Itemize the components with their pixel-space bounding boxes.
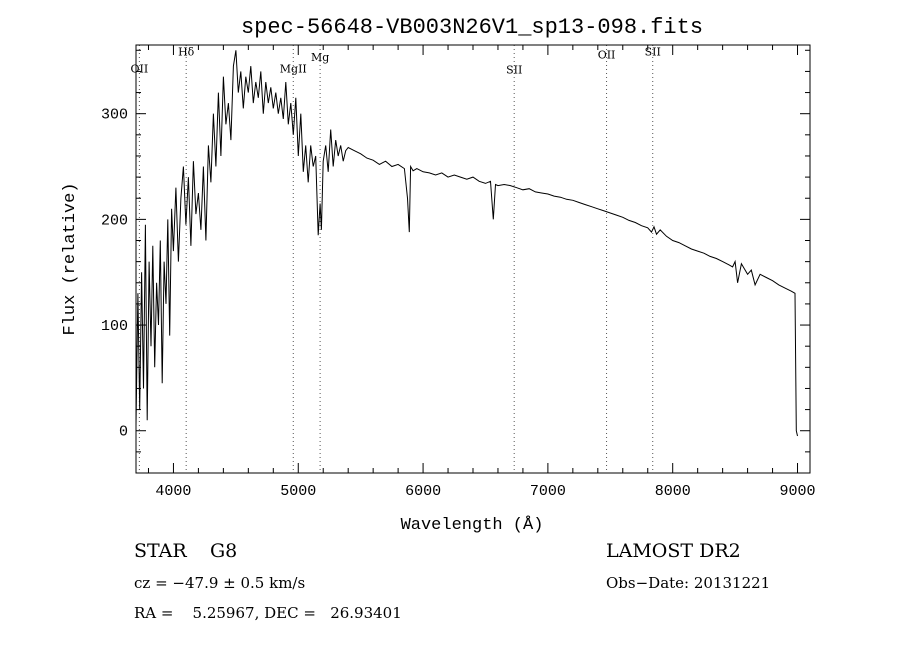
y-tick-label: 300 bbox=[101, 107, 128, 124]
observation-date: Obs−Date: 20131221 bbox=[606, 574, 771, 592]
line-marker-label: Mg bbox=[311, 51, 329, 64]
y-tick-label: 100 bbox=[101, 318, 128, 335]
line-marker-label: SII bbox=[506, 64, 522, 77]
x-tick-label: 9000 bbox=[780, 483, 816, 500]
line-marker-label: OII bbox=[131, 62, 149, 75]
y-tick-label: 0 bbox=[119, 424, 128, 441]
y-axis-label: Flux (relative) bbox=[61, 182, 80, 335]
x-tick-label: 6000 bbox=[405, 483, 441, 500]
object-class: STAR bbox=[134, 540, 187, 562]
x-tick-label: 4000 bbox=[155, 483, 191, 500]
line-marker-label: MgII bbox=[280, 62, 307, 75]
x-tick-label: 5000 bbox=[280, 483, 316, 500]
line-marker-label: Hδ bbox=[178, 46, 195, 59]
line-marker-label: OII bbox=[598, 49, 616, 62]
x-axis-label: Wavelength (Å) bbox=[401, 516, 544, 535]
coordinates: RA = 5.25967, DEC = 26.93401 bbox=[134, 604, 402, 622]
line-markers: OII Hδ MgII Mg SII OII SII bbox=[131, 45, 661, 473]
plot-frame bbox=[135, 44, 811, 474]
survey-name: LAMOST DR2 bbox=[606, 540, 741, 562]
x-tick-label: 8000 bbox=[655, 483, 691, 500]
axes: 4000 5000 6000 7000 8000 9000 0 100 200 300 bbox=[101, 45, 816, 500]
chart-title: spec-56648-VB003N26V1_sp13-098.fits bbox=[241, 15, 703, 40]
redshift-cz: cz = −47.9 ± 0.5 km/s bbox=[134, 574, 306, 592]
spectral-subclass: G8 bbox=[210, 540, 238, 562]
y-tick-label: 200 bbox=[101, 212, 128, 229]
x-tick-label: 7000 bbox=[530, 483, 566, 500]
spectrum-line bbox=[135, 50, 798, 437]
line-marker-label: SII bbox=[645, 46, 661, 59]
